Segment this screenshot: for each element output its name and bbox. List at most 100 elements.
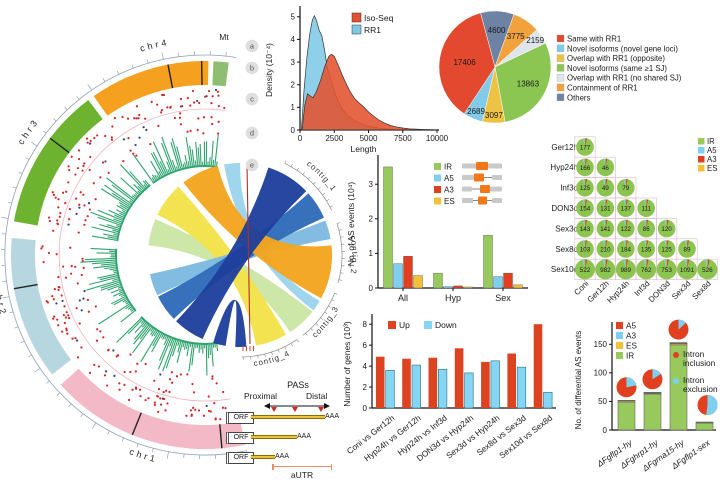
scatter-dot [189,129,192,132]
scatter-dot [162,93,166,97]
histogram-bar [156,175,159,179]
bubble-a5-sliver [603,240,606,249]
histogram-bar [183,342,187,350]
histogram-bar [112,278,119,282]
histogram-bar [212,159,215,166]
scatter-dot [157,387,161,391]
scatter-dot [179,123,183,126]
scatter-dot [150,100,153,103]
band-mark [167,64,174,89]
histogram-bar [158,171,162,177]
legend-label: ES [707,164,717,173]
scatter-dot [191,89,195,93]
scatter-dot [70,155,73,158]
scatter-dot [210,116,213,119]
chromosome-label: chr4 [139,37,170,54]
bar-down [516,366,527,409]
scatter-dot [58,286,61,289]
scatter-dot [159,373,162,376]
histogram-bar [191,344,195,366]
histogram-bar [133,194,137,198]
x-tick-label: 7500 [394,134,412,143]
bubble-a5-sliver [582,158,585,168]
scatter-dot [197,117,200,120]
bubble-a3-sliver [585,158,587,168]
scatter-dot [69,246,72,249]
x-axis-title: Length [351,144,377,154]
axis-tick [7,201,12,204]
histogram-bar [104,266,116,270]
as-events-bar-chart: 0 1 2 3 No. of AS events (10⁴) All Hyp Sex IR A5 A… [346,155,528,303]
contig-tick [277,349,280,353]
matrix-value: 137 [621,206,632,213]
scatter-dot [160,108,164,112]
scatter-dot [197,101,201,105]
histogram-bar [110,288,122,294]
scatter-dot [56,219,59,222]
axis-tick [56,392,61,396]
bubble-a3-sliver [585,240,587,249]
contig-tick [313,181,316,185]
scatter-dot [57,198,60,201]
scatter-dot [86,141,89,144]
pie-value-label: 4600 [488,26,506,35]
histogram-bar [151,174,157,181]
chromosome-band [60,368,246,449]
matrix-row-label: Hyp24h [550,163,578,172]
matrix-value: 1091 [680,267,695,274]
scatter-dot [78,299,81,302]
scatter-dot [223,106,226,110]
scatter-dot [122,138,125,141]
chromosome-band [11,238,72,375]
histogram-bar [191,149,195,166]
bubble-a5-sliver [643,240,647,249]
scatter-dot [88,208,92,211]
chromosome-label-text: chr3 [16,116,38,146]
scatter-dot [110,138,114,141]
histogram-bar [112,192,131,206]
exclusion-slice [706,394,718,415]
axis-tick [68,403,72,407]
pas-proximal-label: Proximal [244,391,278,401]
histogram-bar [188,344,194,372]
y-axis-title: Density (10⁻⁴) [264,43,274,97]
scatter-dot [68,207,72,211]
contig-tick [264,353,266,357]
stack-IR [643,393,662,431]
transcript-row: ORF AAA [226,407,344,424]
scatter-dot [46,301,50,304]
bubble-a3-sliver [605,199,608,209]
legend-label: ES [626,342,637,351]
matrix-value: 86 [643,226,650,233]
scatter-dot [112,349,115,352]
scatter-dot [164,409,167,412]
bubble-a3-sliver [625,219,628,229]
x-tick-label: 0 [298,134,303,143]
bubble-a3-sliver [666,219,669,229]
axis-tick [161,52,164,60]
legend-swatch [698,165,705,172]
scatter-dot [70,265,73,268]
legend-label: Iso-Seq [364,13,394,23]
bar-up [428,357,438,408]
scatter-dot [162,391,165,394]
axis-tick [166,451,169,459]
polya-label: AAA [325,413,340,420]
histogram-bar [137,185,143,191]
scatter-dot [202,116,206,119]
histogram-bar [118,289,123,293]
matrix-row-label: DON3d [551,204,578,213]
histogram-bar [106,224,120,229]
bar-down [464,372,474,409]
scatter-dot [189,104,192,107]
scatter-dot [166,106,169,109]
bubble-a5-sliver [704,259,708,270]
scatter-dot [118,388,121,391]
legend-label: RR1 [364,25,381,35]
scatter-dot [86,298,90,301]
scatter-dot [82,266,85,270]
scatter-dot [83,289,86,293]
histogram-bar [119,202,129,209]
scatter-dot [163,397,166,401]
track-badge-label: e [250,161,254,170]
